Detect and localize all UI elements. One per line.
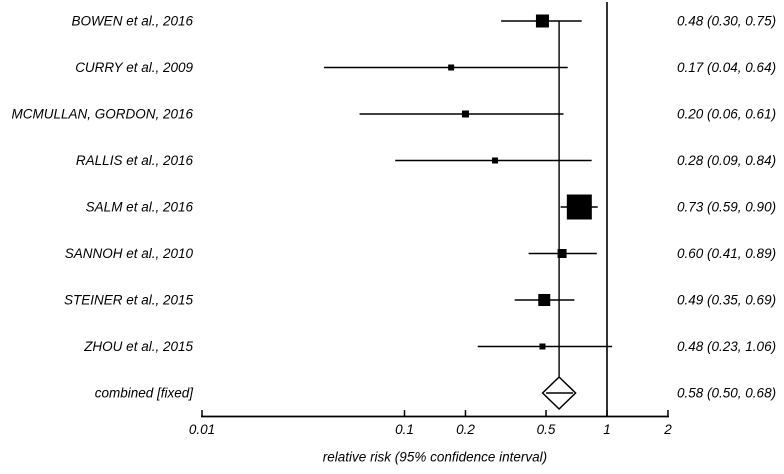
study-label: combined [fixed] [95,386,195,401]
x-axis-title: relative risk (95% confidence interval) [323,450,547,465]
x-axis-tick-label: 0.1 [395,422,414,437]
study-weight-box [535,14,549,28]
x-axis-tick-label: 0.01 [189,422,215,437]
study-weight-box [539,343,546,350]
study-estimate-text: 0.49 (0.35, 0.69) [677,293,776,308]
x-axis-tick-label: 2 [663,422,672,437]
study-weight-box [557,249,567,258]
study-estimate-text: 0.20 (0.06, 0.61) [677,107,776,122]
study-label: RALLIS et al., 2016 [76,153,194,168]
study-label: SANNOH et al., 2010 [65,246,194,261]
study-estimate-text: 0.28 (0.09, 0.84) [677,153,776,168]
study-estimate-text: 0.48 (0.30, 0.75) [677,14,776,29]
study-weight-box [461,110,469,118]
study-weight-box [538,294,551,306]
study-label: BOWEN et al., 2016 [71,14,193,29]
study-label: STEINER et al., 2015 [64,293,194,308]
study-estimate-text: 0.58 (0.50, 0.68) [677,386,776,401]
study-weight-box [566,194,592,220]
study-label: SALM et al., 2016 [86,200,194,215]
study-estimate-text: 0.60 (0.41, 0.89) [677,246,776,261]
study-label: ZHOU et al., 2015 [83,339,193,354]
study-estimate-text: 0.48 (0.23, 1.06) [677,339,776,354]
study-label: CURRY et al., 2009 [75,60,193,75]
x-axis-tick-label: 0.2 [456,422,475,437]
study-estimate-text: 0.73 (0.59, 0.90) [677,200,776,215]
x-axis-tick-label: 1 [603,422,611,437]
study-weight-box [448,64,455,71]
x-axis-tick-label: 0.5 [537,422,556,437]
study-weight-box [492,157,499,164]
study-label: MCMULLAN, GORDON, 2016 [11,107,193,122]
study-estimate-text: 0.17 (0.04, 0.64) [677,60,776,75]
